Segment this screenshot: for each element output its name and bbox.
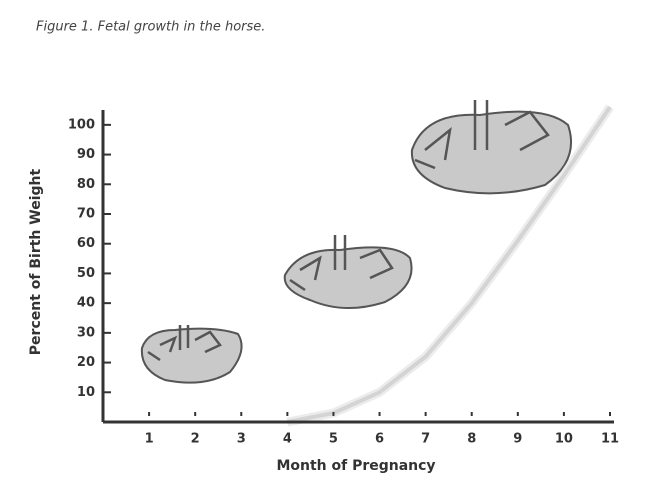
y-tick-label: 50 xyxy=(77,266,95,281)
y-tick-label: 70 xyxy=(77,207,95,222)
x-axis-label: Month of Pregnancy xyxy=(276,458,435,474)
fetus-small xyxy=(142,325,242,383)
x-tick-label: 6 xyxy=(375,432,384,447)
y-tick-label: 80 xyxy=(77,177,95,192)
y-axis-label: Percent of Birth Weight xyxy=(28,169,44,356)
x-tick-label: 4 xyxy=(283,432,292,447)
y-tick-label: 90 xyxy=(77,147,95,162)
x-tick-label: 8 xyxy=(467,432,476,447)
y-tick-label: 10 xyxy=(77,385,95,400)
y-tick-label: 40 xyxy=(77,296,95,311)
background xyxy=(0,0,652,477)
y-tick-label: 20 xyxy=(77,355,95,370)
x-tick-label: 9 xyxy=(513,432,522,447)
y-tick-label: 60 xyxy=(77,236,95,251)
y-tick-label: 30 xyxy=(77,325,95,340)
x-tick-label: 10 xyxy=(555,432,573,447)
x-tick-label: 2 xyxy=(191,432,200,447)
chart: Figure 1. Fetal growth in the horse. Mon… xyxy=(0,0,652,477)
x-tick-label: 11 xyxy=(601,432,619,447)
x-tick-label: 7 xyxy=(421,432,430,447)
chart-title: Figure 1. Fetal growth in the horse. xyxy=(36,20,265,35)
x-tick-label: 5 xyxy=(329,432,338,447)
x-tick-label: 3 xyxy=(237,432,246,447)
x-tick-label: 1 xyxy=(145,432,154,447)
y-tick-label: 100 xyxy=(68,117,95,132)
